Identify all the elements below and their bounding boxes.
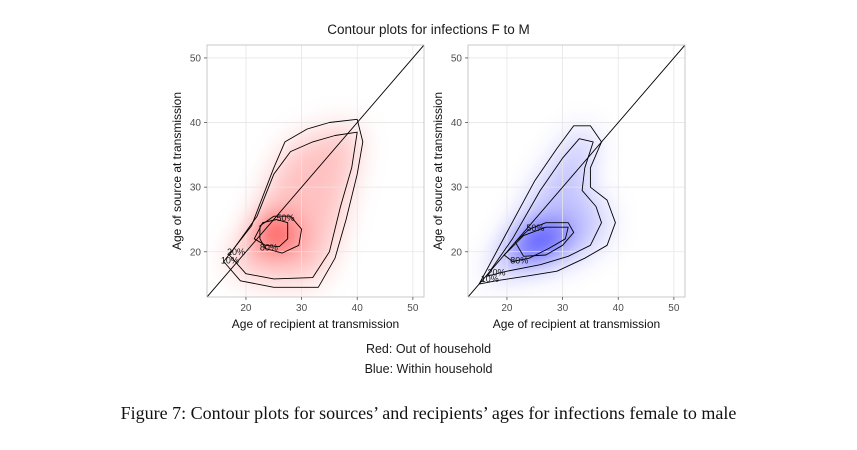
- contour-label: 80%: [260, 242, 278, 252]
- density-out-of-household: [223, 119, 363, 288]
- x-tick-label: 40: [352, 303, 364, 314]
- panel-border: [467, 44, 686, 298]
- contour-label: 10%: [221, 255, 239, 265]
- contour-10pct: [478, 125, 616, 285]
- x-tick-label: 30: [557, 303, 569, 314]
- contour-label: 50%: [277, 213, 295, 223]
- x-tick-label: 20: [501, 303, 513, 314]
- y-tick-label: 30: [190, 183, 202, 194]
- contour-50pct: [259, 215, 303, 254]
- contour-10pct: [223, 118, 364, 288]
- x-axis-label: Age of recipient at transmission: [232, 317, 399, 331]
- grid-out-of-household: [207, 45, 424, 297]
- contour-label: 20%: [227, 247, 245, 257]
- x-tick-label: 50: [668, 303, 680, 314]
- legend-out-of-household: Red: Out of household: [365, 342, 492, 356]
- legend-within-household: Blue: Within household: [364, 362, 493, 376]
- y-tick-label: 40: [190, 118, 202, 129]
- contour-label: 80%: [510, 255, 528, 265]
- contour-label: 10%: [481, 274, 499, 284]
- contour-20pct: [228, 131, 358, 280]
- x-tick-label: 40: [613, 303, 625, 314]
- y-axis-label: Age of source at transmission: [170, 92, 184, 250]
- contour-label: 20%: [487, 268, 505, 278]
- panel-border: [206, 44, 425, 298]
- contour-20pct: [485, 138, 602, 277]
- panel-out-of-household: 10%20% 50% 80% 20 30 40 50 20 30 40 50 Age of recip…: [170, 44, 425, 331]
- contour-80pct: [503, 226, 569, 262]
- y-tick-label: 20: [451, 247, 463, 258]
- figure-caption: Figure 7: Contour plots for sources’ and…: [120, 403, 737, 423]
- x-tick-label: 30: [296, 303, 308, 314]
- y-tick-label: 50: [190, 53, 202, 64]
- x-axis-label: Age of recipient at transmission: [493, 317, 660, 331]
- contour-label: 50%: [526, 223, 544, 233]
- identity-line: [207, 45, 424, 297]
- x-tick-label: 20: [240, 303, 252, 314]
- y-axis-label: Age of source at transmission: [431, 92, 445, 250]
- contour-50pct: [514, 222, 575, 257]
- y-tick-label: 50: [451, 53, 463, 64]
- y-tick-label: 20: [190, 247, 202, 258]
- contour-80pct: [253, 219, 289, 248]
- panel-within-household: 10%20% 50% 80% 20 30 40 50 20 30 40 50 Age of recip…: [431, 44, 686, 331]
- y-tick-label: 40: [451, 118, 463, 129]
- figure-title: Contour plots for infections F to M: [327, 22, 530, 37]
- y-tick-label: 30: [451, 183, 463, 194]
- x-tick-label: 50: [407, 303, 419, 314]
